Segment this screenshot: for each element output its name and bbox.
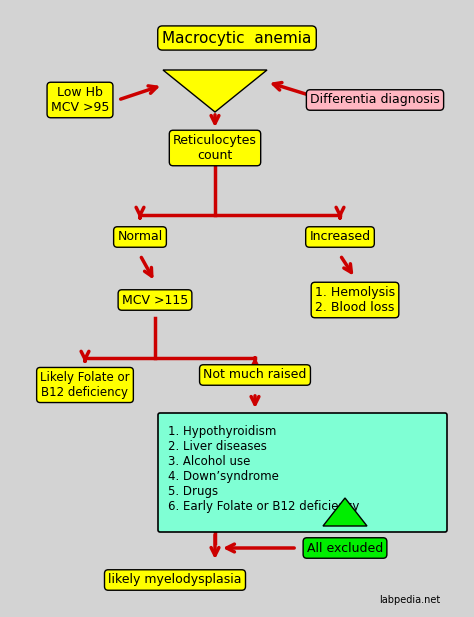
- Polygon shape: [163, 70, 267, 112]
- Polygon shape: [323, 498, 367, 526]
- Text: labpedia.net: labpedia.net: [379, 595, 440, 605]
- Text: Not much raised: Not much raised: [203, 368, 307, 381]
- Text: 1. Hemolysis
2. Blood loss: 1. Hemolysis 2. Blood loss: [315, 286, 395, 314]
- Text: All excluded: All excluded: [307, 542, 383, 555]
- Text: Likely Folate or
B12 deficiency: Likely Folate or B12 deficiency: [40, 371, 130, 399]
- Text: MCV >115: MCV >115: [122, 294, 188, 307]
- Text: Increased: Increased: [310, 231, 371, 244]
- Text: Low Hb
MCV >95: Low Hb MCV >95: [51, 86, 109, 114]
- Text: Differentia diagnosis: Differentia diagnosis: [310, 94, 440, 107]
- Text: Reticulocytes
count: Reticulocytes count: [173, 134, 257, 162]
- Text: Macrocytic  anemia: Macrocytic anemia: [162, 30, 312, 46]
- FancyBboxPatch shape: [158, 413, 447, 532]
- Text: likely myelodysplasia: likely myelodysplasia: [108, 573, 242, 587]
- Text: Normal: Normal: [118, 231, 163, 244]
- Text: 1. Hypothyroidism
2. Liver diseases
3. Alcohol use
4. Down’syndrome
5. Drugs
6. : 1. Hypothyroidism 2. Liver diseases 3. A…: [168, 425, 359, 513]
